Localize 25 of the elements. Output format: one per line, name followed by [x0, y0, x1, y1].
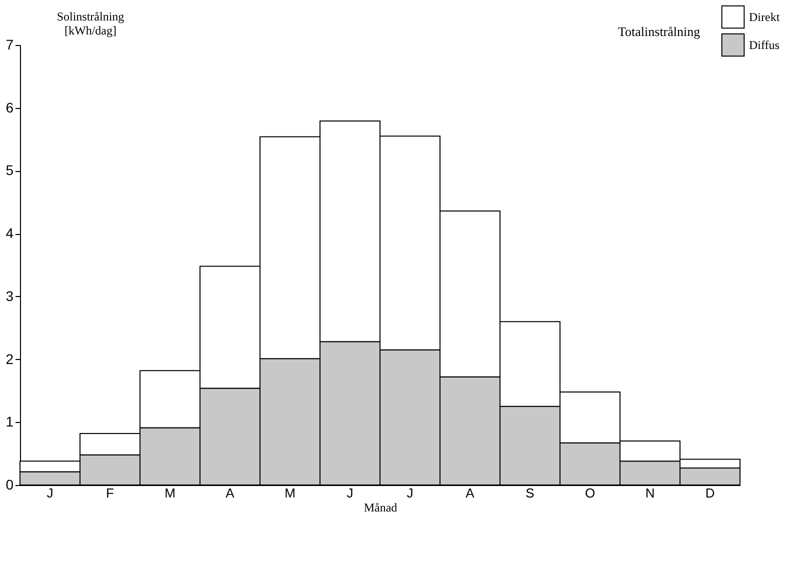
legend-label: Diffus [749, 38, 780, 52]
y-tick-label: 4 [6, 225, 14, 242]
y-tick-label: 0 [6, 476, 14, 492]
x-tick-label: O [584, 486, 596, 500]
x-tick-label: S [526, 486, 535, 500]
x-tick-label: N [645, 486, 655, 500]
y-tick-label: 7 [6, 36, 14, 52]
y-tick-label: 6 [6, 99, 14, 116]
y-axis-title: Solinstrålning [kWh/dag] [56, 10, 124, 38]
legend-label: Direkt [749, 10, 780, 24]
x-tick-label: A [226, 486, 235, 500]
x-tick-label: D [705, 486, 715, 500]
x-tick-label: J [406, 486, 414, 500]
x-tick-label: A [466, 486, 475, 500]
x-tick-label: J [46, 486, 54, 500]
x-axis-title: Månad [364, 500, 398, 514]
x-tick-label: J [346, 486, 354, 500]
x-tick-label: F [106, 486, 114, 500]
legend-title: Totalinstrålning [618, 24, 701, 39]
y-tick-label: 3 [6, 288, 14, 304]
y-tick-label: 2 [6, 350, 14, 367]
y-tick-label: 5 [6, 162, 14, 178]
y-tick-label: 1 [6, 414, 14, 430]
x-tick-label: M [284, 486, 296, 500]
x-tick-label: M [164, 486, 176, 500]
